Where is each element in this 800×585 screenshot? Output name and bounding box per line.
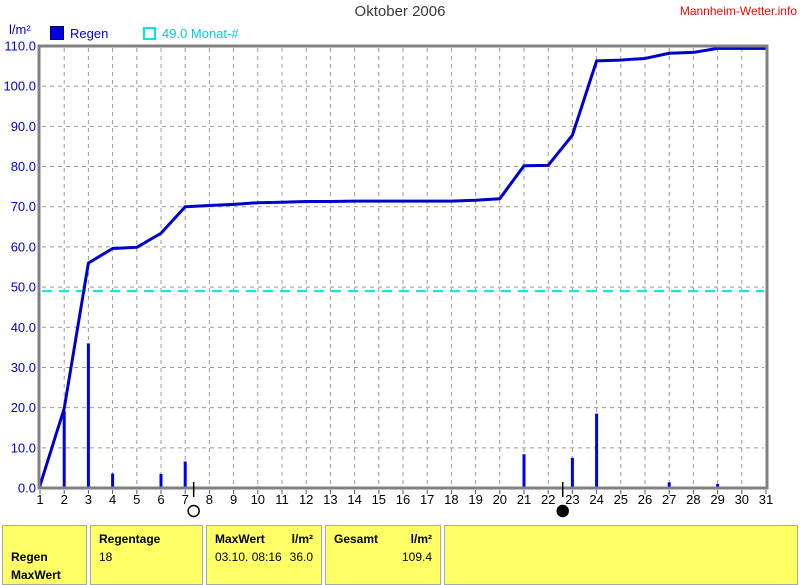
y-axis-tick-label: 0.0: [18, 481, 36, 496]
x-axis-tick-label: 7: [182, 492, 189, 507]
x-axis-tick-label: 22: [541, 492, 555, 507]
maxwert-header: MaxWert: [215, 532, 265, 546]
y-axis-tick-label: 100.0: [3, 79, 36, 94]
x-axis-tick-label: 23: [565, 492, 579, 507]
y-axis-tick-label: 30.0: [11, 360, 36, 375]
stats-regentage-cell: Regentage 18: [90, 525, 203, 585]
y-axis-tick-label: 80.0: [11, 159, 36, 174]
legend-item-rain: Regen: [50, 26, 108, 41]
x-axis-tick-label: 26: [638, 492, 652, 507]
x-axis-tick-label: 6: [157, 492, 164, 507]
stats-empty-cell: [444, 525, 798, 585]
rain-series-swatch-icon: [50, 26, 64, 40]
x-axis-tick-label: 12: [299, 492, 313, 507]
regentage-header: Regentage: [99, 532, 161, 546]
gesamt-amount: 109.4: [401, 550, 432, 564]
page-root: { "header": { "title": "Oktober 2006", "…: [2, 3, 798, 585]
x-axis-tick-label: 16: [396, 492, 410, 507]
full-moon-circle-icon: [187, 504, 200, 518]
x-axis-tick-label: 29: [710, 492, 724, 507]
y-axis-tick-label: 10.0: [11, 440, 36, 455]
x-axis-tick-label: 21: [517, 492, 531, 507]
x-axis-tick-label: 13: [323, 492, 337, 507]
new-moon-circle-icon: [556, 504, 569, 518]
x-axis-tick-label: 14: [347, 492, 361, 507]
x-axis-tick-label: 4: [109, 492, 116, 507]
stats-row-label-regen: Regen: [11, 550, 48, 564]
cumulative-rain-line: [38, 46, 766, 487]
average-series-swatch-icon: [143, 27, 156, 40]
y-axis-tick-label: 90.0: [11, 119, 36, 134]
maxwert-amount: 36.0: [289, 550, 313, 564]
x-axis-tick-label: 30: [735, 492, 749, 507]
x-axis-tick-label: 15: [372, 492, 386, 507]
x-axis-tick-label: 1: [36, 492, 43, 507]
legend-average-label: 49.0 Monat-#: [162, 26, 239, 41]
x-axis-tick-label: 17: [420, 492, 434, 507]
x-axis-tick-label: 27: [662, 492, 676, 507]
y-axis-tick-label: 110.0: [4, 39, 36, 54]
legend-item-monthly-average: 49.0 Monat-#: [143, 26, 239, 41]
gesamt-unit: l/m²: [410, 532, 432, 546]
y-axis-tick-label: 20.0: [11, 400, 36, 415]
x-axis-tick-label: 9: [230, 492, 237, 507]
regentage-value: 18: [99, 550, 113, 564]
y-axis-tick-label: 40.0: [11, 320, 36, 335]
legend-rain-label: Regen: [70, 26, 109, 41]
x-axis-tick-label: 25: [614, 492, 628, 507]
stats-row-labels-cell: Regen MaxWert: [2, 525, 87, 585]
plot-frame: [37, 44, 769, 490]
x-axis-tick-label: 20: [493, 492, 507, 507]
y-axis-tick-label: 70.0: [11, 199, 36, 214]
maxwert-unit: l/m²: [291, 532, 313, 546]
brand-link[interactable]: Mannheim-Wetter.info: [679, 4, 797, 18]
stats-maxwert-cell: MaxWert l/m² 03.10. 08:16 36.0: [206, 525, 322, 585]
x-axis-tick-label: 18: [444, 492, 458, 507]
page-title: Oktober 2006: [354, 3, 446, 20]
x-axis-tick-label: 28: [686, 492, 700, 507]
y-axis-unit-label: l/m²: [9, 22, 31, 37]
x-axis-tick-label: 8: [206, 492, 213, 507]
maxwert-datetime: 03.10. 08:16: [215, 550, 282, 564]
y-axis-tick-label: 50.0: [11, 280, 36, 295]
rain-chart-canvas: 0.0 10.0 20.0 30.0 40.0 50.0 60.0 70.0 80.0 90.0 1…: [3, 39, 773, 518]
x-axis-tick-label: 24: [589, 492, 603, 507]
x-axis-tick-label: 31: [759, 492, 773, 507]
gesamt-header: Gesamt: [334, 532, 379, 546]
x-axis-tick-label: 11: [275, 492, 289, 507]
statistics-table: Regen MaxWert Regentage 18 MaxWert l/m² …: [2, 525, 798, 585]
x-axis-tick-label: 2: [61, 492, 68, 507]
x-axis-tick-label: 3: [85, 492, 92, 507]
x-axis-tick-label: 19: [468, 492, 482, 507]
x-axis-tick-label: 10: [251, 492, 265, 507]
stats-gesamt-cell: Gesamt l/m² 109.4: [325, 525, 441, 585]
x-axis-tick-label: 5: [133, 492, 140, 507]
y-axis-tick-label: 60.0: [11, 239, 36, 254]
